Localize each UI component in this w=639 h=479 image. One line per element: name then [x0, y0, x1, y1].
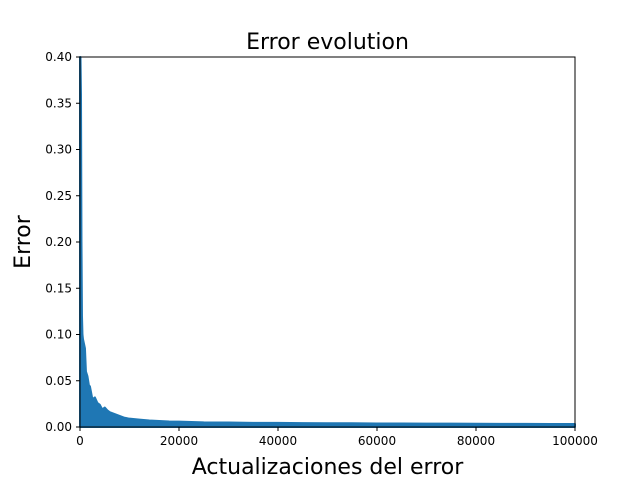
y-axis-label: Error	[11, 214, 36, 269]
x-tick-label: 80000	[457, 434, 495, 448]
x-tick-label: 20000	[160, 434, 198, 448]
plot-area	[79, 56, 576, 428]
chart-title: Error evolution	[246, 30, 409, 55]
y-tick-label: 0.35	[45, 96, 72, 110]
x-tick-label: 60000	[358, 434, 396, 448]
y-tick-label: 0.10	[45, 328, 72, 342]
y-tick-label: 0.00	[45, 420, 72, 434]
y-tick-label: 0.40	[45, 50, 72, 64]
axis-ticks: 0 20000 40000 60000 80000 100000 0.00 0.05 0.10 0…	[45, 50, 598, 448]
y-tick-label: 0.15	[45, 281, 72, 295]
y-tick-label: 0.05	[45, 374, 72, 388]
y-tick-label: 0.30	[45, 143, 72, 157]
y-tick-label: 0.20	[45, 235, 72, 249]
x-axis-label: Actualizaciones del error	[192, 455, 464, 479]
x-tick-label: 40000	[259, 434, 297, 448]
x-tick-label: 100000	[552, 434, 598, 448]
x-tick-label: 0	[76, 434, 84, 448]
error-series-0	[79, 56, 576, 428]
plot-frame	[79, 56, 576, 428]
y-tick-label: 0.25	[45, 189, 72, 203]
